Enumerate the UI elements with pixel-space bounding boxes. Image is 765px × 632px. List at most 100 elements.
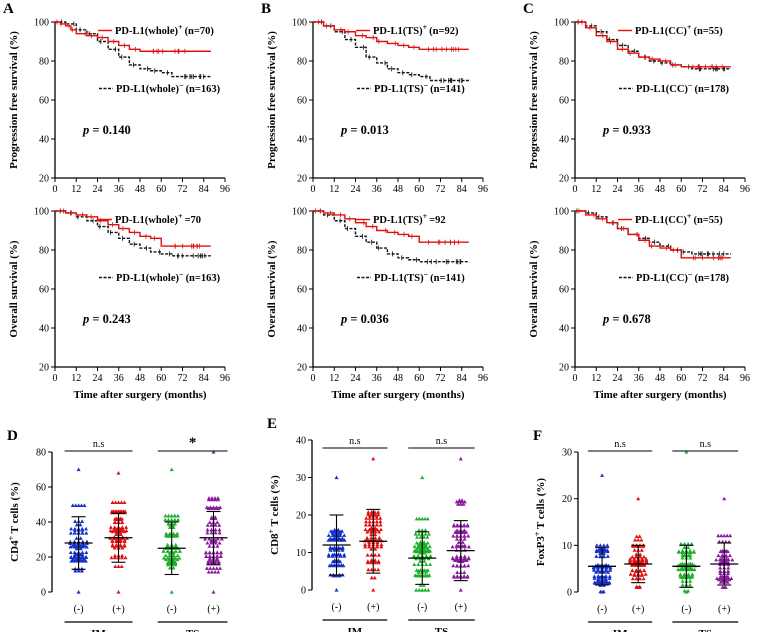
positive-curve [313,21,469,50]
data-point [422,559,427,563]
data-point [718,571,723,576]
data-point [724,559,729,563]
legend-positive: PD-L1(CC)+ (n=55) [635,212,723,227]
data-point [606,570,611,574]
data-point [120,520,125,525]
data-point [725,580,730,584]
data-point [726,568,731,573]
data-point [207,554,212,558]
data-point [213,569,218,574]
data-point [684,450,689,454]
x-tick-label: 72 [698,373,708,384]
data-point [116,509,121,513]
data-point [462,523,467,528]
y-tick-label: 100 [292,18,307,29]
data-point [456,544,461,548]
data-point [682,574,687,579]
y-tick-label: 60 [36,483,46,494]
data-point [601,580,606,585]
data-point [208,505,213,509]
panel-letter: B [261,1,271,17]
data-point [113,564,118,568]
data-point [460,558,465,562]
data-point [634,534,639,539]
data-point [217,530,222,535]
data-point [328,545,333,549]
data-point [690,574,695,579]
data-point [204,566,209,570]
significance-label: n.s [436,436,448,447]
data-point [688,550,693,555]
data-point [718,557,723,562]
y-tick-label: 20 [297,363,307,374]
data-point [119,509,124,513]
data-point [680,582,685,587]
data-point [216,569,221,574]
negative-curve [55,21,211,78]
data-point [68,550,73,555]
x-tick-label: 48 [393,373,403,384]
data-point [678,574,683,579]
y-axis-title: Progression free survival (%) [8,31,20,169]
group-label: IM [348,626,363,632]
data-point [462,533,467,538]
x-tick-label: 60 [156,373,166,384]
data-point [342,554,347,558]
group-sign-label: (-) [332,602,342,613]
data-point [376,559,381,563]
y-tick-label: 20 [39,363,49,374]
data-point [605,543,610,547]
data-point [76,503,81,507]
data-point [373,532,378,537]
group-sign-label: (-) [597,604,607,615]
data-point [638,554,643,559]
data-point [372,567,377,572]
group-sign-label: (-) [74,604,84,615]
data-point [425,516,430,521]
positive-curve [575,21,731,68]
data-point [729,576,734,581]
data-point [82,503,87,507]
x-tick-label: 72 [698,184,708,195]
data-point [112,528,117,533]
data-point [119,564,124,568]
data-point [207,520,212,524]
data-point [366,510,371,514]
data-point [113,509,118,513]
x-tick-label: 24 [93,373,103,384]
data-point [417,528,422,532]
data-point [80,550,85,555]
data-point [112,553,117,558]
data-point [418,583,423,587]
data-point [118,542,123,547]
data-point [167,525,172,530]
p-value: p = 0.243 [82,312,131,326]
data-point [600,590,605,594]
y-tick-label: 60 [297,96,307,107]
data-point [165,549,170,553]
x-tick-label: 36 [372,373,382,384]
x-tick-label: 12 [591,184,601,195]
data-point [426,588,431,592]
p-value: p = 0.013 [340,123,389,137]
data-point [208,566,213,570]
data-point [686,562,691,566]
data-point [78,552,83,556]
data-point [720,574,725,579]
x-tick-label: 12 [329,184,339,195]
data-point [450,544,455,549]
data-point [414,540,419,545]
data-point [686,574,691,579]
x-tick-label: 0 [573,373,578,384]
data-point [326,554,331,558]
data-point [74,552,79,556]
x-tick-label: 48 [135,373,145,384]
data-point [423,588,428,592]
data-point [461,502,466,506]
data-point [598,554,603,558]
group-sign-label: (-) [681,604,691,615]
data-point [458,502,463,506]
data-point [427,544,432,549]
x-tick-label: 36 [114,184,124,195]
data-point [327,563,332,568]
